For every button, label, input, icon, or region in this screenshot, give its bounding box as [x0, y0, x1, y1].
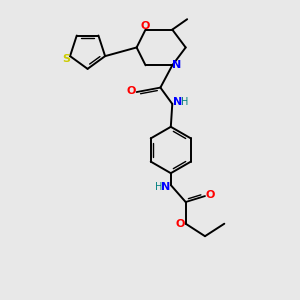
Text: N: N	[173, 97, 182, 106]
Text: O: O	[127, 85, 136, 96]
Text: O: O	[205, 190, 214, 200]
Text: S: S	[62, 53, 70, 64]
Text: O: O	[141, 21, 150, 31]
Text: H: H	[154, 182, 162, 193]
Text: N: N	[172, 60, 181, 70]
Text: H: H	[181, 97, 188, 106]
Text: O: O	[176, 219, 185, 229]
Text: N: N	[161, 182, 170, 193]
